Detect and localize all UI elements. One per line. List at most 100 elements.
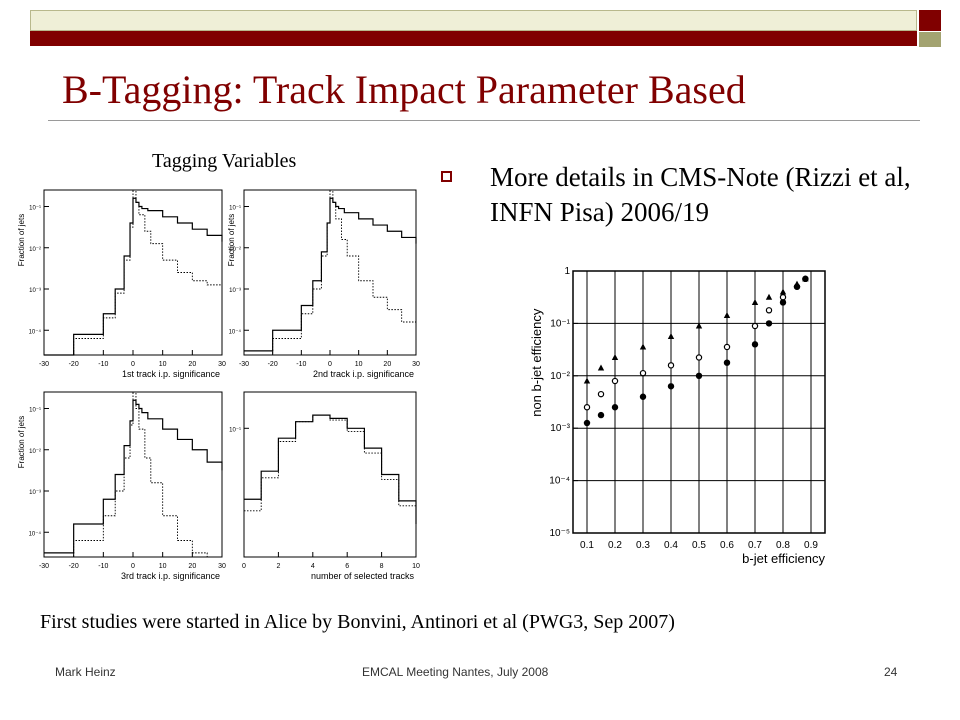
footer-page-number: 24 bbox=[884, 665, 898, 679]
x-tick-label: 6 bbox=[345, 563, 349, 570]
corner-square-dark bbox=[919, 10, 941, 31]
data-point-open bbox=[583, 404, 591, 411]
x-tick-label: 10 bbox=[159, 361, 167, 368]
bullet-square-icon bbox=[441, 171, 452, 182]
x-tick-label: 4 bbox=[311, 563, 315, 570]
x-tick-label: 20 bbox=[383, 361, 391, 368]
x-tick-label: 0.8 bbox=[776, 540, 790, 551]
bullet-text: More details in CMS-Note (Rizzi et al, I… bbox=[490, 162, 911, 227]
y-axis-label: non b-jet efficiency bbox=[529, 308, 544, 417]
header-bar-light bbox=[30, 10, 917, 31]
x-tick-label: -20 bbox=[69, 361, 79, 368]
footer-author: Mark Heinz bbox=[55, 665, 116, 679]
data-point-filled bbox=[639, 393, 647, 400]
corner-square-olive bbox=[919, 32, 941, 47]
x-tick-label: -20 bbox=[268, 361, 278, 368]
data-point-triangle bbox=[597, 364, 605, 371]
x-tick-label: 20 bbox=[188, 563, 196, 570]
y-tick-label: 10⁻² bbox=[29, 247, 41, 253]
plot-selected-tracks: 0 2 4 6 8 10 10⁻¹ number of selected tracks bbox=[224, 384, 424, 584]
data-point-filled bbox=[751, 341, 759, 348]
data-point-triangle bbox=[751, 298, 759, 305]
x-tick-label: 30 bbox=[412, 361, 420, 368]
x-axis-label: number of selected tracks bbox=[311, 571, 415, 581]
y-tick-label: 10⁻² bbox=[29, 449, 41, 455]
x-axis-label: 1st track i.p. significance bbox=[122, 369, 220, 379]
plot-1st-track: -30 -20 -10 0 10 20 30 10⁻¹ 10⁻² 10⁻³ 10⁻⁴ 1st trac… bbox=[14, 182, 234, 382]
y-tick-label: 10⁻³ bbox=[29, 288, 41, 294]
x-tick-label: 0 bbox=[131, 563, 135, 570]
footnote: First studies were started in Alice by B… bbox=[40, 611, 675, 633]
x-tick-label: 30 bbox=[218, 361, 226, 368]
y-tick-label: 10⁻⁴ bbox=[549, 476, 570, 487]
x-tick-label: 30 bbox=[218, 563, 226, 570]
data-point-open bbox=[639, 369, 647, 377]
data-point-open bbox=[667, 362, 675, 369]
data-point-triangle bbox=[695, 322, 703, 329]
footer-event: EMCAL Meeting Nantes, July 2008 bbox=[362, 665, 549, 679]
y-tick-label: 1 bbox=[564, 266, 570, 277]
y-axis-label: Fraction of jets bbox=[17, 416, 26, 468]
x-tick-label: 0.9 bbox=[804, 540, 818, 551]
x-tick-label: 0.1 bbox=[580, 540, 594, 551]
data-point-filled bbox=[597, 411, 605, 419]
x-axis-label: b-jet efficiency bbox=[742, 551, 825, 566]
x-tick-label: -10 bbox=[98, 563, 108, 570]
plot-2nd-track: -30 -20 -10 0 10 20 30 10⁻¹ 10⁻² 10⁻³ 10⁻⁴ 2nd trac… bbox=[224, 182, 424, 382]
data-point-filled bbox=[793, 283, 801, 290]
x-tick-label: 0.2 bbox=[608, 540, 622, 551]
x-tick-label: 0.5 bbox=[692, 540, 706, 551]
x-tick-label: 0.7 bbox=[748, 540, 762, 551]
data-point-filled bbox=[667, 383, 675, 390]
data-point-filled bbox=[779, 299, 787, 306]
x-tick-label: 8 bbox=[380, 563, 384, 570]
y-tick-label: 10⁻¹ bbox=[229, 427, 241, 433]
x-tick-label: 10 bbox=[412, 563, 420, 570]
x-tick-label: -30 bbox=[39, 563, 49, 570]
data-point-filled bbox=[723, 359, 731, 366]
y-tick-label: 10⁻⁵ bbox=[549, 528, 570, 539]
y-axis-label: Fraction of jets bbox=[227, 214, 236, 266]
series-dotted-histogram bbox=[244, 414, 417, 528]
x-tick-label: -10 bbox=[98, 361, 108, 368]
title-rule bbox=[48, 120, 920, 121]
data-point-triangle bbox=[765, 293, 773, 300]
y-tick-label: 10⁻² bbox=[229, 247, 241, 253]
header-bar-dark bbox=[30, 31, 917, 46]
data-point-open bbox=[695, 354, 703, 361]
slide-title: B-Tagging: Track Impact Parameter Based bbox=[62, 67, 746, 112]
data-point-open bbox=[597, 390, 605, 398]
data-point-open bbox=[611, 377, 619, 385]
data-point-triangle bbox=[723, 312, 731, 319]
data-point-filled bbox=[583, 419, 591, 427]
y-tick-label: 10⁻² bbox=[550, 371, 570, 382]
y-tick-label: 10⁻³ bbox=[29, 490, 41, 496]
data-point-triangle bbox=[667, 333, 675, 339]
data-point-triangle bbox=[779, 288, 787, 295]
x-tick-label: 0 bbox=[242, 563, 246, 570]
data-point-filled bbox=[611, 404, 619, 411]
x-axis-label: 2nd track i.p. significance bbox=[313, 369, 414, 379]
x-tick-label: -30 bbox=[39, 361, 49, 368]
y-tick-label: 10⁻⁴ bbox=[229, 328, 242, 335]
x-tick-label: 0 bbox=[328, 361, 332, 368]
data-point-open bbox=[723, 343, 731, 351]
y-tick-label: 10⁻⁴ bbox=[29, 530, 42, 537]
x-tick-label: 0.6 bbox=[720, 540, 734, 551]
data-point-open bbox=[751, 322, 759, 330]
y-tick-label: 10⁻¹ bbox=[29, 408, 41, 414]
plot-3rd-track: -30 -20 -10 0 10 20 30 10⁻¹ 10⁻² 10⁻³ 10⁻⁴ 3rd trac… bbox=[14, 384, 234, 584]
x-tick-label: 10 bbox=[159, 563, 167, 570]
y-tick-label: 10⁻³ bbox=[229, 288, 241, 294]
data-point-triangle bbox=[639, 343, 647, 350]
x-tick-label: 0.4 bbox=[664, 540, 678, 551]
y-axis-label: Fraction of jets bbox=[17, 214, 26, 266]
y-tick-label: 10⁻³ bbox=[550, 423, 570, 434]
y-tick-label: 10⁻¹ bbox=[550, 318, 570, 329]
data-point-triangle bbox=[611, 353, 619, 360]
y-tick-label: 10⁻¹ bbox=[229, 206, 241, 212]
header-bar bbox=[30, 10, 917, 46]
x-tick-label: 20 bbox=[188, 361, 196, 368]
x-tick-label: 10 bbox=[355, 361, 363, 368]
data-point-open bbox=[765, 307, 773, 314]
